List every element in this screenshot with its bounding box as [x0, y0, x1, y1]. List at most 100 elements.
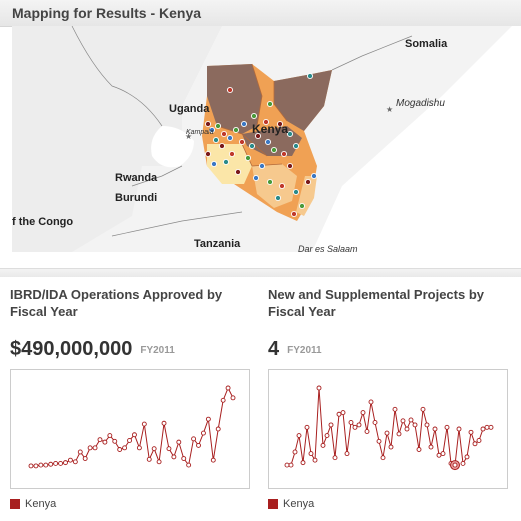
- data-point[interactable]: [77, 449, 83, 455]
- data-point[interactable]: [136, 445, 142, 451]
- data-point[interactable]: [412, 422, 418, 428]
- data-point[interactable]: [356, 422, 362, 428]
- data-point[interactable]: [171, 454, 177, 460]
- data-point[interactable]: [436, 452, 442, 458]
- data-point[interactable]: [72, 459, 78, 465]
- data-point[interactable]: [87, 445, 93, 451]
- data-point[interactable]: [176, 439, 182, 445]
- data-point[interactable]: [127, 438, 132, 443]
- data-point[interactable]: [376, 438, 382, 444]
- project-marker[interactable]: [208, 126, 216, 134]
- data-point[interactable]: [416, 447, 422, 452]
- data-point[interactable]: [384, 430, 390, 436]
- project-marker[interactable]: [304, 178, 312, 186]
- data-point[interactable]: [53, 460, 59, 466]
- project-marker[interactable]: [292, 188, 300, 196]
- project-marker[interactable]: [310, 172, 318, 180]
- data-point[interactable]: [181, 456, 187, 461]
- project-markers[interactable]: ★★: [185, 72, 393, 218]
- data-point[interactable]: [97, 437, 103, 443]
- data-point[interactable]: [196, 442, 201, 448]
- data-point[interactable]: [388, 444, 394, 450]
- data-point[interactable]: [43, 462, 49, 468]
- data-point[interactable]: [364, 429, 370, 434]
- data-point[interactable]: [480, 426, 486, 432]
- project-marker[interactable]: [222, 158, 230, 166]
- data-point[interactable]: [424, 422, 430, 428]
- data-point[interactable]: [112, 438, 118, 444]
- data-point[interactable]: [344, 451, 350, 457]
- project-marker[interactable]: [250, 112, 258, 120]
- data-point[interactable]: [288, 462, 294, 468]
- data-point[interactable]: [33, 463, 39, 469]
- project-marker[interactable]: [240, 120, 248, 128]
- data-point[interactable]: [292, 449, 298, 455]
- operations-sparkline[interactable]: [10, 369, 250, 489]
- data-point[interactable]: [464, 454, 470, 460]
- data-point[interactable]: [191, 436, 197, 442]
- data-point[interactable]: [400, 418, 406, 424]
- project-marker[interactable]: [228, 150, 236, 158]
- data-point[interactable]: [156, 459, 162, 465]
- data-point[interactable]: [336, 411, 342, 417]
- project-marker[interactable]: [252, 174, 260, 182]
- data-point[interactable]: [132, 432, 137, 438]
- kenya-region-northwest[interactable]: [207, 64, 262, 134]
- data-point[interactable]: [205, 416, 211, 422]
- project-marker[interactable]: [262, 118, 270, 126]
- project-marker[interactable]: [238, 138, 246, 146]
- projects-sparkline[interactable]: [268, 369, 508, 489]
- data-point[interactable]: [408, 417, 414, 423]
- project-marker[interactable]: [280, 150, 288, 158]
- data-point[interactable]: [372, 419, 378, 425]
- data-point[interactable]: [304, 424, 310, 430]
- project-marker[interactable]: [212, 136, 220, 144]
- projects-sparkline-svg[interactable]: [269, 370, 507, 488]
- data-point[interactable]: [484, 424, 490, 430]
- data-point[interactable]: [396, 431, 402, 437]
- data-point[interactable]: [444, 424, 450, 430]
- data-point[interactable]: [215, 426, 221, 432]
- project-marker[interactable]: [218, 142, 226, 150]
- data-point[interactable]: [225, 385, 231, 391]
- data-point[interactable]: [161, 420, 167, 426]
- project-marker[interactable]: [204, 120, 212, 128]
- data-point[interactable]: [360, 410, 366, 416]
- data-point[interactable]: [122, 445, 128, 451]
- data-point[interactable]: [392, 406, 398, 412]
- data-point[interactable]: [117, 447, 123, 452]
- data-point[interactable]: [340, 410, 346, 416]
- project-marker[interactable]: [290, 210, 298, 218]
- data-point[interactable]: [316, 385, 322, 391]
- data-point[interactable]: [102, 439, 108, 445]
- project-marker[interactable]: [276, 120, 284, 128]
- project-marker[interactable]: [266, 178, 274, 186]
- project-marker[interactable]: [270, 146, 278, 154]
- data-point[interactable]: [428, 444, 434, 450]
- project-marker[interactable]: [226, 134, 234, 142]
- data-point[interactable]: [300, 460, 306, 466]
- map-canvas[interactable]: ★★: [12, 26, 521, 252]
- data-point[interactable]: [186, 462, 192, 468]
- data-point[interactable]: [28, 463, 34, 469]
- data-point[interactable]: [420, 406, 426, 412]
- project-marker[interactable]: [214, 122, 222, 130]
- project-marker[interactable]: [286, 162, 294, 170]
- project-marker[interactable]: [278, 182, 286, 190]
- data-point[interactable]: [141, 421, 147, 427]
- data-point[interactable]: [312, 457, 318, 463]
- data-point[interactable]: [284, 462, 290, 468]
- data-point[interactable]: [92, 445, 98, 451]
- data-point[interactable]: [82, 456, 88, 461]
- data-point[interactable]: [166, 446, 172, 452]
- data-point[interactable]: [328, 422, 334, 428]
- project-marker[interactable]: [292, 142, 300, 150]
- data-point[interactable]: [452, 462, 458, 468]
- data-point[interactable]: [230, 395, 236, 401]
- data-point[interactable]: [320, 442, 326, 448]
- data-point[interactable]: [488, 424, 494, 430]
- data-point[interactable]: [210, 457, 216, 463]
- project-marker[interactable]: [232, 126, 240, 134]
- data-point[interactable]: [472, 441, 478, 447]
- data-point[interactable]: [368, 399, 374, 405]
